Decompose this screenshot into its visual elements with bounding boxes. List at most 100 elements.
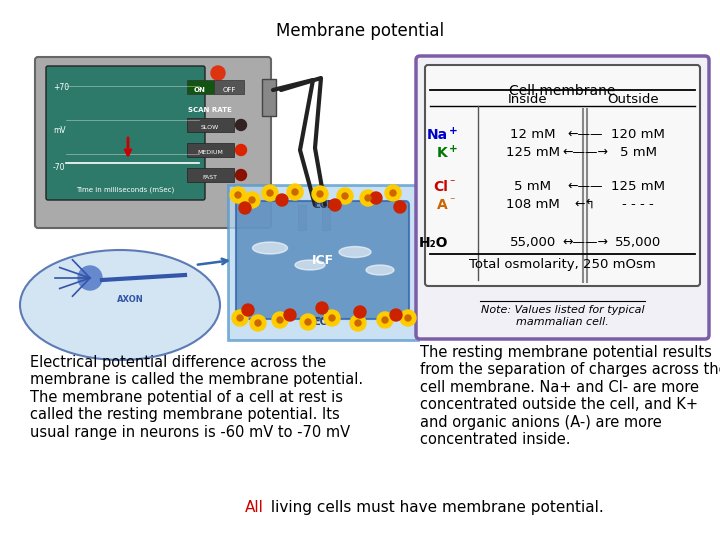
Text: ←——: ←—— [567,128,603,141]
FancyBboxPatch shape [187,118,234,132]
FancyBboxPatch shape [425,65,700,286]
Text: Cl: Cl [433,180,448,194]
FancyBboxPatch shape [228,185,418,340]
Text: 12 mM: 12 mM [510,128,556,141]
Circle shape [342,193,348,199]
Text: 125 mM: 125 mM [506,146,560,159]
Circle shape [287,184,303,200]
Circle shape [382,317,388,323]
FancyBboxPatch shape [35,57,271,228]
Circle shape [312,186,328,202]
Circle shape [365,195,371,201]
Circle shape [237,315,243,321]
FancyBboxPatch shape [262,79,276,116]
Circle shape [232,310,248,326]
Circle shape [385,185,401,201]
Text: ECF: ECF [312,200,333,210]
Circle shape [235,145,246,156]
Circle shape [305,319,311,325]
Circle shape [276,194,288,206]
Text: SLOW: SLOW [201,125,219,130]
Ellipse shape [20,250,220,360]
Text: MEDIUM: MEDIUM [197,150,223,155]
Circle shape [300,314,316,330]
Text: living cells must have membrane potential.: living cells must have membrane potentia… [266,500,604,515]
Circle shape [211,66,225,80]
Text: ⁻: ⁻ [449,178,454,188]
Text: 5 mM: 5 mM [515,180,552,193]
Text: ⁻: ⁻ [449,196,454,206]
Text: Note: Values listed for typical
mammalian cell.: Note: Values listed for typical mammalia… [481,305,644,327]
Circle shape [329,199,341,211]
Text: - - - -: - - - - [622,198,654,211]
Circle shape [235,170,246,180]
Circle shape [267,190,273,196]
Text: Na: Na [427,128,448,142]
Circle shape [317,191,323,197]
Text: Outside: Outside [607,93,659,106]
Text: All: All [245,500,264,515]
FancyBboxPatch shape [298,205,306,230]
Circle shape [405,315,411,321]
Circle shape [350,315,366,331]
Text: SCAN RATE: SCAN RATE [188,107,232,113]
Ellipse shape [295,260,325,270]
Circle shape [377,312,393,328]
Text: ↔——→: ↔——→ [562,236,608,249]
Circle shape [272,312,288,328]
Text: +: + [449,144,458,154]
Circle shape [390,309,402,321]
Circle shape [284,309,296,321]
Text: +70: +70 [53,83,69,92]
Text: Electrical potential difference across the
membrane is called the membrane poten: Electrical potential difference across t… [30,355,363,440]
FancyBboxPatch shape [187,168,234,182]
FancyBboxPatch shape [46,66,205,200]
Circle shape [242,304,254,316]
Circle shape [370,192,382,204]
Text: A: A [437,198,448,212]
Circle shape [250,315,266,331]
Text: ←——→: ←——→ [562,146,608,159]
Text: +: + [449,126,458,136]
FancyBboxPatch shape [416,56,709,339]
Circle shape [390,190,396,196]
Text: ON: ON [194,87,206,93]
Ellipse shape [253,242,287,254]
Circle shape [277,317,283,323]
Text: Total osmolarity, 250 mOsm: Total osmolarity, 250 mOsm [469,258,656,271]
Text: 55,000: 55,000 [510,236,556,249]
Text: K: K [437,146,448,160]
Circle shape [292,189,298,195]
Text: 108 mM: 108 mM [506,198,560,211]
FancyBboxPatch shape [236,201,409,319]
Circle shape [230,187,246,203]
Circle shape [249,197,255,203]
Text: AXON: AXON [117,295,143,304]
Text: Cell membrane: Cell membrane [509,84,616,98]
Ellipse shape [366,265,394,275]
Circle shape [244,192,260,208]
Circle shape [316,302,328,314]
Circle shape [78,266,102,290]
Text: mV: mV [53,126,66,135]
Text: 5 mM: 5 mM [619,146,657,159]
Ellipse shape [339,246,371,258]
Text: The resting membrane potential results
from the separation of charges across the: The resting membrane potential results f… [420,345,720,447]
Circle shape [354,306,366,318]
Text: OFF: OFF [222,87,235,93]
Text: Time in milliseconds (mSec): Time in milliseconds (mSec) [76,186,175,193]
Text: ECF: ECF [312,317,333,327]
Text: Inside: Inside [508,93,548,106]
Circle shape [337,188,353,204]
Circle shape [255,320,261,326]
Text: H₂O: H₂O [418,236,448,250]
Text: 125 mM: 125 mM [611,180,665,193]
Text: ICF: ICF [312,253,333,267]
Text: ←——: ←—— [567,180,603,193]
Circle shape [239,202,251,214]
Text: -70: -70 [53,163,66,172]
Text: ←↰: ←↰ [575,198,595,211]
Text: 55,000: 55,000 [615,236,661,249]
Circle shape [235,192,241,198]
FancyBboxPatch shape [187,143,234,157]
